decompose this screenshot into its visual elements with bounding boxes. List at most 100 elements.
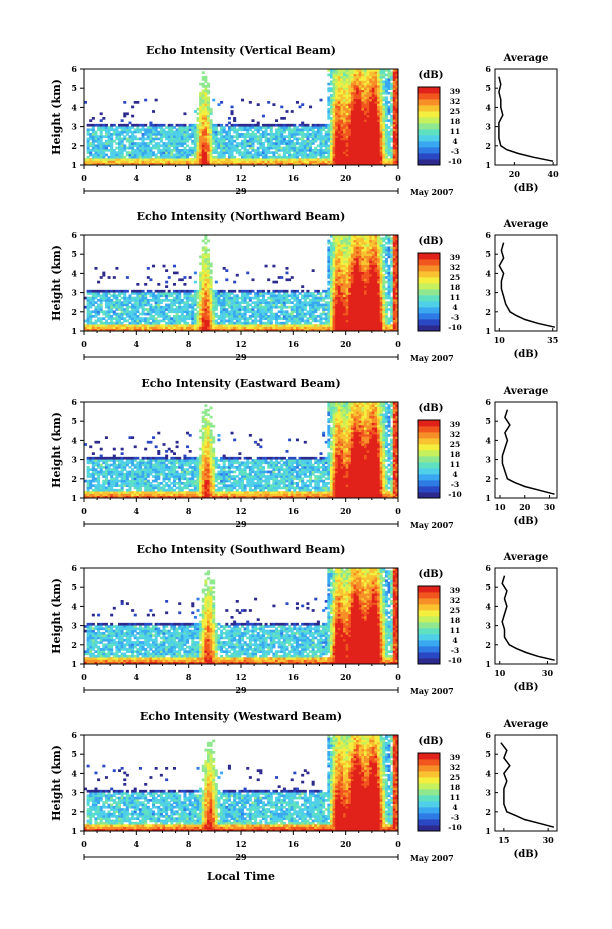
heatmap-cell	[186, 296, 190, 300]
heatmap-cell	[343, 144, 347, 148]
heatmap-cell	[377, 96, 381, 100]
heatmap-cell	[193, 126, 197, 129]
heatmap-cell	[107, 292, 111, 295]
heatmap-cell	[361, 155, 365, 159]
heatmap-cell	[327, 294, 331, 298]
heatmap-cell	[199, 94, 203, 97]
heatmap-cell	[301, 130, 305, 134]
heatmap-cell	[227, 301, 231, 304]
heatmap-cell	[175, 271, 179, 275]
heatmap-cell	[379, 119, 383, 122]
heatmap-cell	[146, 321, 150, 325]
heatmap-cell	[199, 303, 203, 307]
heatmap-cell	[141, 146, 145, 150]
heatmap-cell	[162, 128, 166, 132]
heatmap-cell	[204, 130, 208, 134]
heatmap-cell	[141, 155, 145, 159]
heatmap-cell	[178, 126, 182, 129]
heatmap-cell	[272, 146, 276, 150]
heatmap-cell	[193, 319, 197, 323]
heatmap-cell	[259, 151, 263, 154]
heatmap-cell	[238, 128, 242, 132]
heatmap-cell	[89, 133, 93, 136]
heatmap-cell	[327, 82, 331, 86]
heatmap-cell	[206, 119, 210, 122]
heatmap-cell	[254, 292, 258, 295]
heatmap-cell	[395, 85, 399, 88]
heatmap-cell	[180, 319, 184, 323]
heatmap-cell	[303, 160, 307, 164]
heatmap-cell	[358, 317, 362, 320]
heatmap-cell	[149, 310, 153, 314]
heatmap-cell	[353, 107, 357, 111]
heatmap-cell	[309, 315, 313, 318]
heatmap-cell	[345, 283, 349, 286]
heatmap-cell	[243, 328, 247, 332]
heatmap-cell	[235, 317, 239, 320]
heatmap-cell	[86, 289, 90, 293]
heatmap-cell	[178, 319, 182, 323]
heatmap-cell	[377, 160, 381, 164]
heatmap-cell	[196, 153, 200, 157]
heatmap-cell	[149, 292, 153, 295]
heatmap-cell	[246, 133, 250, 136]
heatmap-cell	[261, 308, 265, 311]
heatmap-cell	[327, 239, 331, 243]
heatmap-cell	[86, 130, 90, 134]
heatmap-cell	[353, 315, 357, 318]
heatmap-cell	[335, 137, 339, 141]
heatmap-cell	[280, 294, 284, 298]
heatmap-cell	[345, 299, 349, 302]
heatmap-cell	[230, 123, 234, 127]
heatmap-cell	[303, 153, 307, 157]
heatmap-cell	[204, 137, 208, 141]
heatmap-cell	[104, 126, 108, 129]
heatmap-cell	[316, 299, 320, 302]
heatmap-cell	[343, 257, 347, 261]
heatmap-cell	[138, 160, 142, 164]
heatmap-cell	[104, 321, 108, 325]
heatmap-cell	[377, 101, 381, 104]
heatmap-cell	[366, 280, 370, 284]
heatmap-cell	[303, 294, 307, 298]
heatmap-cell	[123, 310, 127, 314]
heatmap-cell	[230, 326, 234, 330]
heatmap-cell	[152, 128, 156, 132]
heatmap-cell	[350, 135, 354, 138]
heatmap-cell	[222, 303, 226, 307]
heatmap-cell	[235, 324, 239, 327]
heatmap-cell	[340, 71, 344, 74]
heatmap-cell	[154, 312, 158, 316]
heatmap-cell	[275, 123, 279, 127]
heatmap-cell	[230, 162, 234, 166]
heatmap-cell	[295, 315, 299, 318]
heatmap-cell	[348, 121, 352, 125]
heatmap-cell	[206, 273, 210, 277]
heatmap-cell	[327, 317, 331, 320]
heatmap-cell	[358, 110, 362, 113]
heatmap-cell	[125, 305, 129, 309]
heatmap-cell	[350, 103, 354, 106]
heatmap-cell	[188, 296, 192, 300]
heatmap-cell	[188, 303, 192, 307]
heatmap-cell	[345, 101, 349, 104]
heatmap-cell	[204, 267, 208, 270]
heatmap-cell	[290, 294, 294, 298]
heatmap-cell	[332, 69, 336, 72]
heatmap-cell	[374, 75, 378, 79]
heatmap-cell	[377, 135, 381, 138]
heatmap-cell	[377, 130, 381, 134]
heatmap-cell	[209, 315, 213, 318]
heatmap-cell	[337, 101, 341, 104]
heatmap-cell	[298, 303, 302, 307]
heatmap-cell	[322, 310, 326, 314]
heatmap-cell	[201, 262, 205, 266]
heatmap-cell	[379, 160, 383, 164]
heatmap-cell	[335, 326, 339, 330]
heatmap-cell	[123, 299, 127, 302]
heatmap-cell	[329, 317, 333, 320]
heatmap-cell	[282, 135, 286, 138]
heatmap-cell	[94, 149, 98, 152]
heatmap-cell	[350, 264, 354, 268]
heatmap-cell	[261, 305, 265, 309]
